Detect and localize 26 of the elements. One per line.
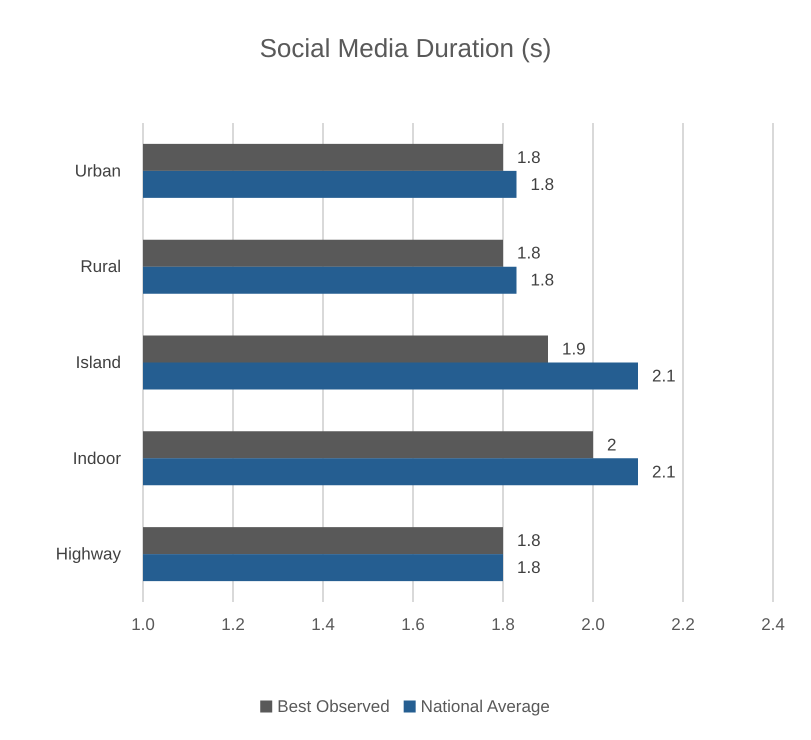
- y-tick-label: Indoor: [72, 448, 122, 468]
- x-tick-label: 1.8: [491, 615, 515, 634]
- x-tick-label: 2.4: [761, 615, 785, 634]
- data-label: 1.8: [530, 174, 554, 194]
- x-tick-label: 1.4: [311, 615, 335, 634]
- y-tick-label: Rural: [80, 257, 121, 276]
- x-tick-label: 1.2: [221, 615, 245, 634]
- legend-label: Best Observed: [277, 697, 390, 716]
- x-tick-label: 1.6: [401, 615, 425, 634]
- y-tick-label: Urban: [74, 161, 121, 180]
- data-label: 1.8: [530, 270, 554, 290]
- data-label: 2.1: [652, 366, 676, 386]
- data-label: 1.8: [517, 531, 541, 550]
- data-label: 1.9: [562, 340, 586, 358]
- y-tick-label: Highway: [56, 544, 122, 564]
- x-tick-label: 2.0: [581, 615, 605, 634]
- chart-title: Social Media Duration (s): [260, 33, 552, 63]
- y-tick-label: Island: [76, 353, 121, 372]
- data-label: 1.8: [517, 148, 541, 167]
- legend-label: National Average: [420, 697, 550, 716]
- data-label: 2.1: [652, 462, 676, 482]
- data-label: 1.8: [517, 244, 541, 263]
- x-tick-label: 1.0: [131, 615, 155, 634]
- data-label: 2: [607, 435, 616, 454]
- x-tick-label: 2.2: [671, 615, 695, 634]
- data-label: 1.8: [517, 558, 541, 578]
